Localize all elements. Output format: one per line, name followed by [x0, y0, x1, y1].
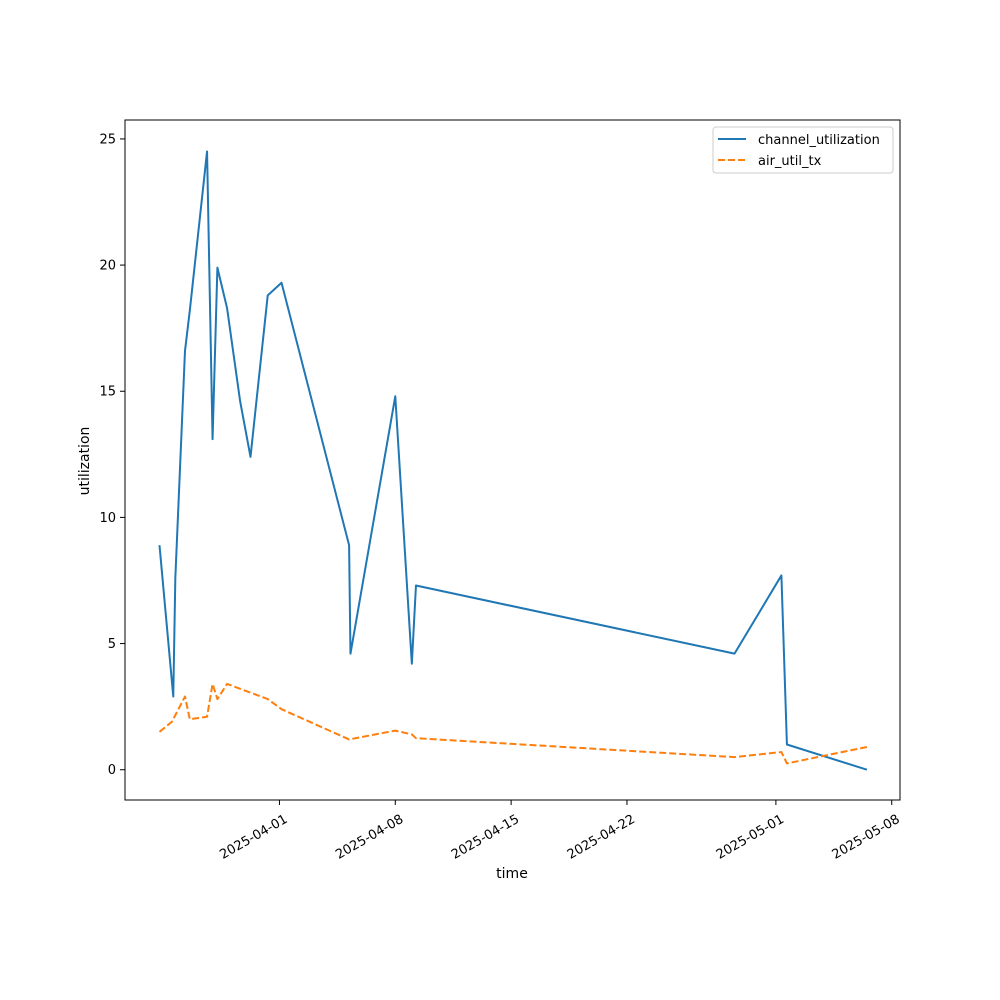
plot-frame	[124, 119, 901, 801]
series-line-channel_utilization	[158, 150, 868, 771]
y-axis-title: utilization	[77, 427, 93, 496]
series-line-air_util_tx	[158, 682, 868, 765]
y-tick-label: 5	[108, 637, 116, 652]
series-layer	[158, 150, 868, 771]
x-tick-label: 2025-04-22	[565, 812, 638, 863]
plot-area	[125, 120, 900, 800]
y-tick-label: 15	[99, 385, 116, 400]
legend: channel_utilization air_util_tx	[712, 126, 894, 174]
y-tick-label: 0	[108, 763, 116, 778]
legend-label-air_util_tx: air_util_tx	[758, 154, 822, 169]
x-tick-label: 2025-04-08	[333, 812, 406, 863]
y-tick-label: 25	[99, 132, 116, 147]
x-tick-label: 2025-04-15	[449, 812, 522, 863]
y-tick-label: 10	[99, 511, 116, 526]
y-tick-label: 20	[99, 259, 116, 274]
legend-box	[712, 126, 894, 174]
x-axis-title: time	[496, 866, 528, 882]
x-axis: 2025-04-01 2025-04-08 2025-04-15 2025-04-22…	[217, 800, 903, 863]
y-axis: 0 5 10 15 20 25	[99, 132, 125, 778]
x-tick-label: 2025-05-01	[714, 812, 787, 863]
legend-label-channel_utilization: channel_utilization	[758, 133, 880, 148]
x-tick-label: 2025-04-01	[217, 812, 290, 863]
x-tick-label: 2025-05-08	[830, 812, 903, 863]
